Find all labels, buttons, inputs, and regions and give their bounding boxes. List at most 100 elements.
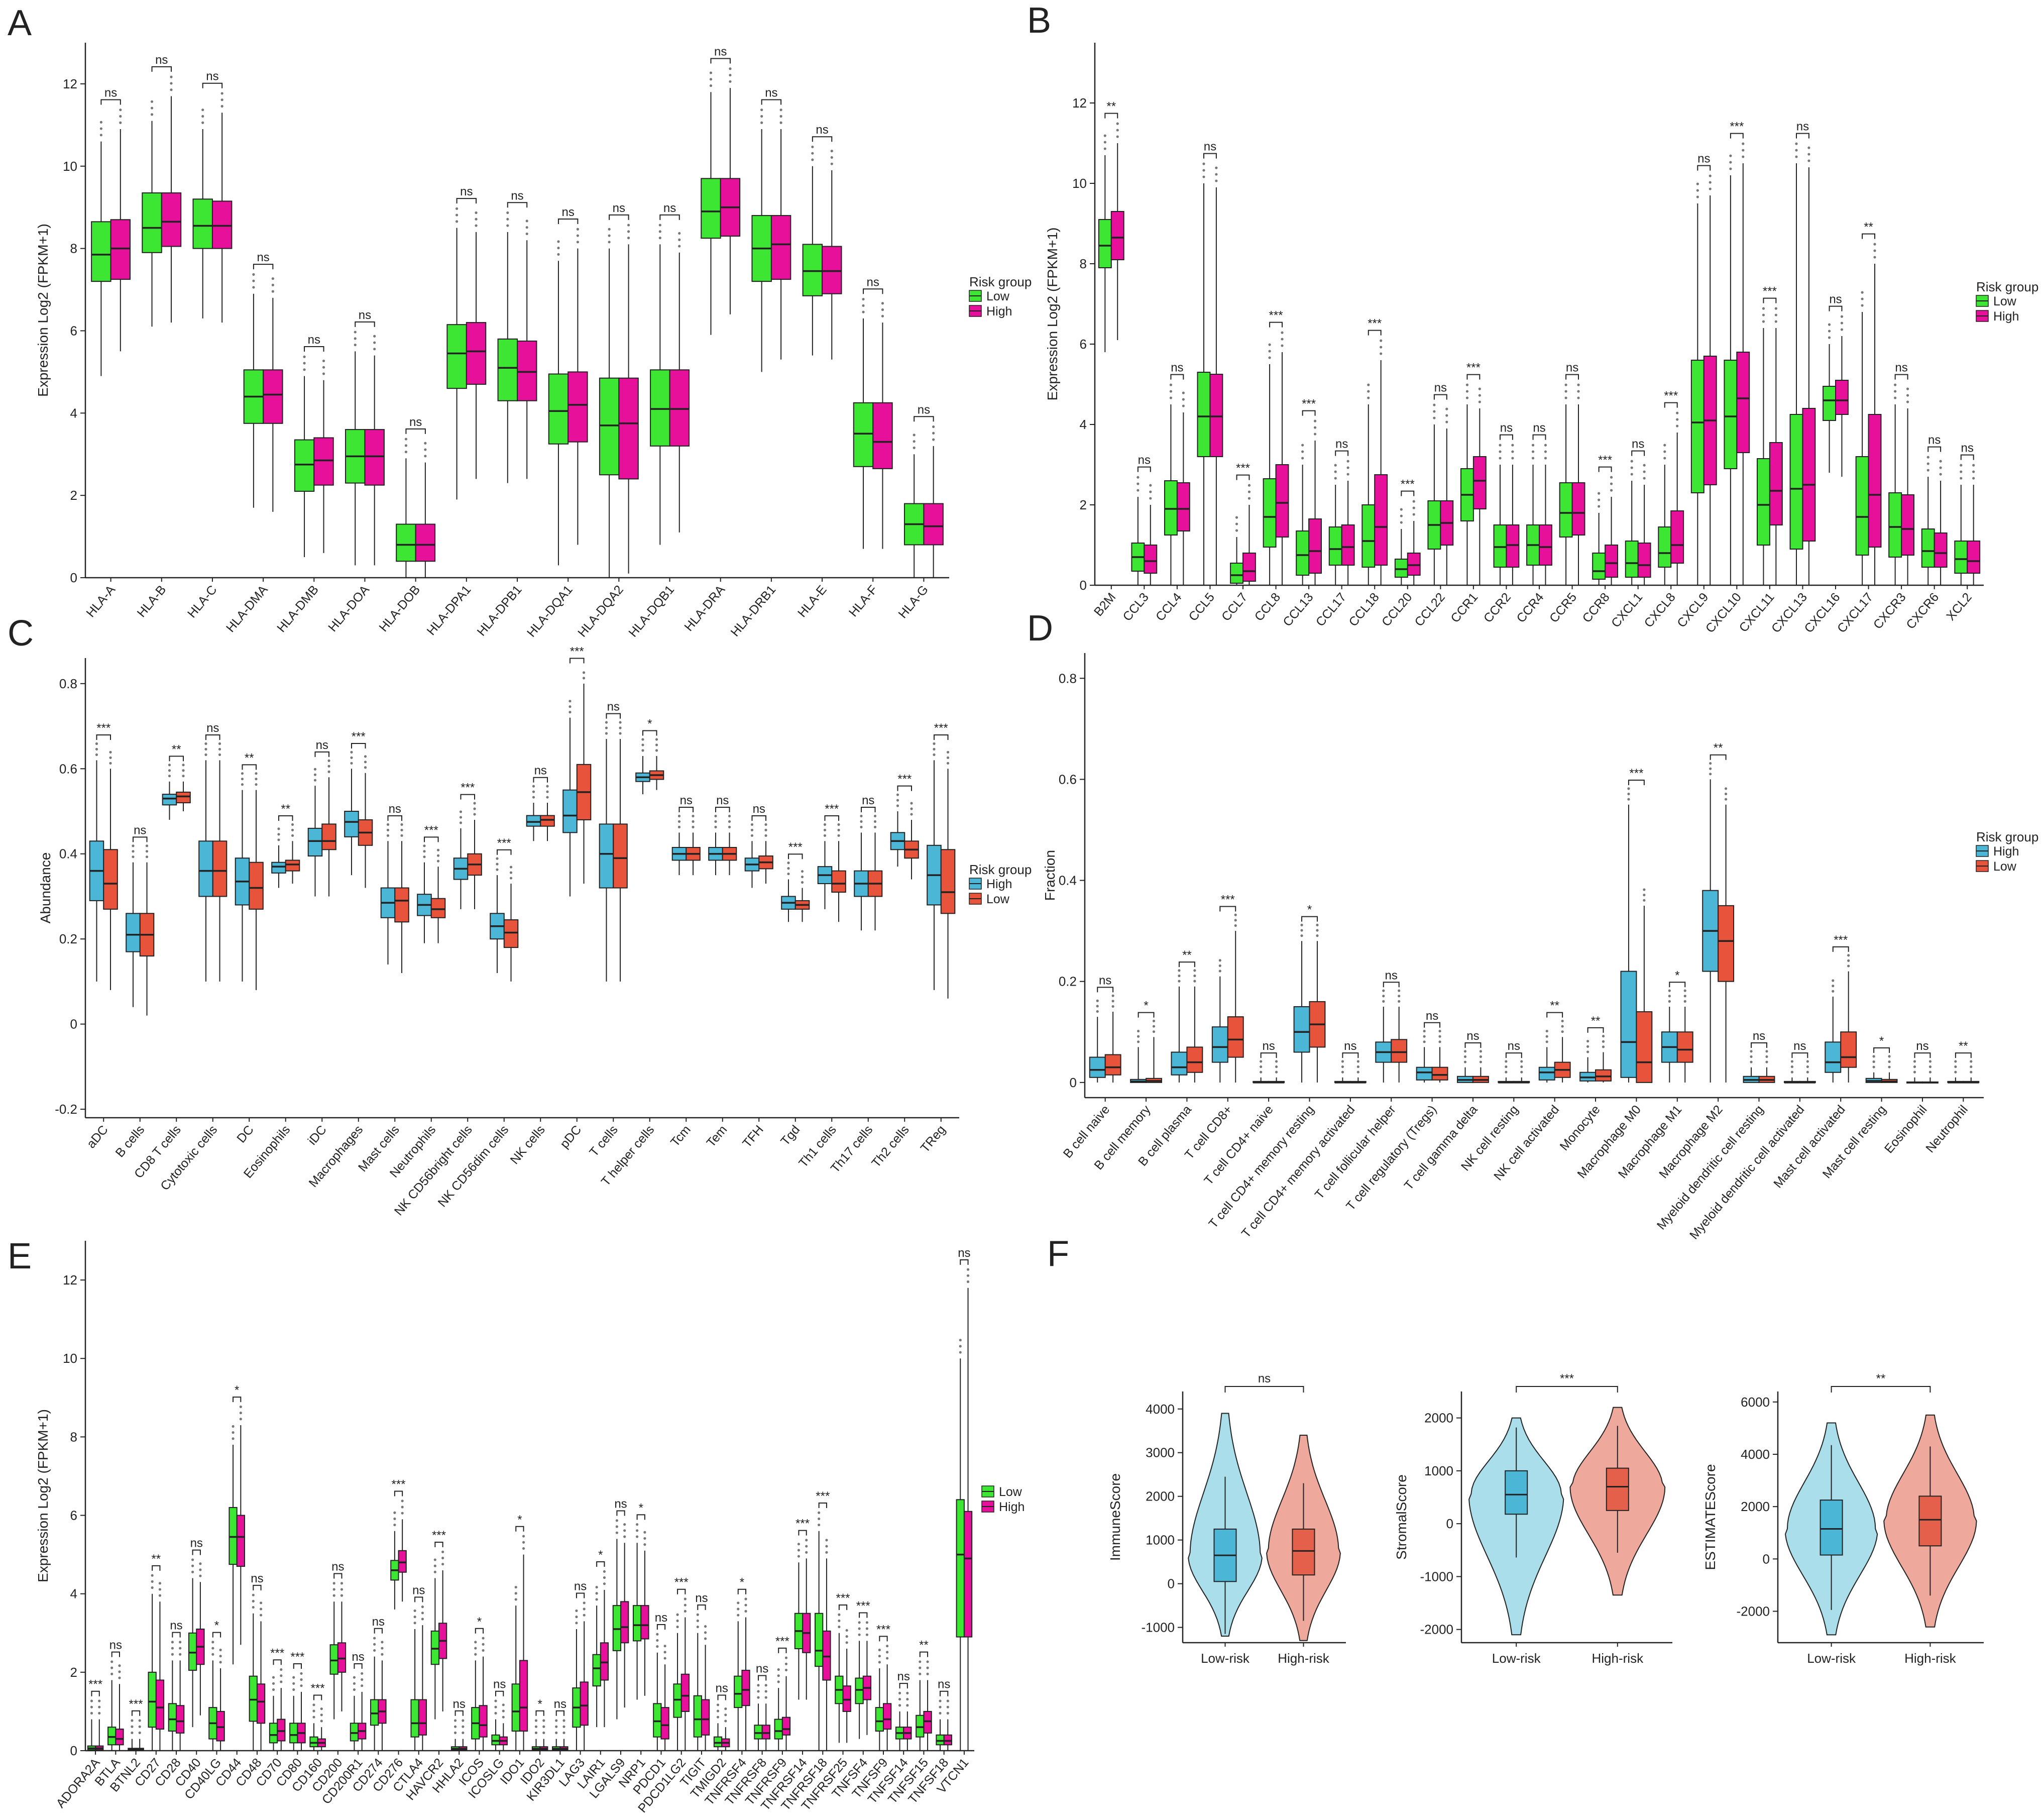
sig-label: ns xyxy=(170,1619,182,1633)
sig-label: *** xyxy=(825,802,839,816)
sig-bracket xyxy=(818,1502,827,1508)
box-low xyxy=(1197,372,1211,457)
outlier-point xyxy=(271,290,274,293)
outlier-point xyxy=(459,821,463,824)
outlier-point xyxy=(1709,187,1712,190)
outlier-point xyxy=(779,109,782,112)
outlier-point xyxy=(1602,1035,1605,1038)
outlier-point xyxy=(729,80,732,83)
outlier-point xyxy=(823,834,827,837)
outlier-point xyxy=(1873,256,1876,259)
outlier-point xyxy=(401,1500,404,1503)
y-tick-label: 4000 xyxy=(1146,1402,1175,1417)
outlier-point xyxy=(910,813,913,816)
outlier-point xyxy=(404,444,408,447)
outlier-point xyxy=(744,1603,747,1607)
x-tick-label: CCR4 xyxy=(1514,590,1546,625)
outlier-point xyxy=(277,833,280,836)
sig-label: ns xyxy=(511,189,523,202)
box-high xyxy=(882,1703,892,1730)
outlier-point xyxy=(946,756,950,759)
y-tick-label: 10 xyxy=(63,1351,77,1366)
box-low xyxy=(632,1605,642,1642)
outlier-point xyxy=(678,238,681,241)
sig-bracket xyxy=(1631,450,1645,456)
outlier-point xyxy=(259,1601,263,1604)
box-low xyxy=(294,439,315,492)
y-tick-label: 0.4 xyxy=(59,846,77,862)
sig-bracket xyxy=(434,1542,443,1548)
sig-bracket xyxy=(678,807,694,813)
outlier-point xyxy=(641,743,644,746)
sig-label: ns xyxy=(1434,381,1447,395)
sig-label: ** xyxy=(1550,999,1559,1013)
sig-bracket xyxy=(656,1624,666,1630)
outlier-point xyxy=(502,1709,505,1712)
outlier-point xyxy=(1479,1060,1483,1063)
outlier-point xyxy=(1275,1065,1278,1068)
outlier-point xyxy=(658,230,661,233)
box-low xyxy=(1394,559,1408,578)
outlier-point xyxy=(421,1618,424,1621)
outlier-point xyxy=(1398,989,1401,992)
outlier-point xyxy=(1300,929,1303,932)
outlier-point xyxy=(280,1680,283,1683)
outlier-point xyxy=(623,1535,626,1538)
outlier-point xyxy=(1750,1060,1753,1063)
sig-bracket xyxy=(111,1651,120,1657)
outlier-point xyxy=(182,764,185,767)
outlier-point xyxy=(459,810,463,813)
outlier-point xyxy=(881,308,884,311)
outlier-point xyxy=(1169,383,1173,386)
outlier-point xyxy=(441,1563,444,1566)
box-high xyxy=(1242,553,1256,582)
outlier-point xyxy=(423,844,426,847)
sig-bracket xyxy=(1664,402,1678,408)
outlier-point xyxy=(1367,383,1370,386)
box-high xyxy=(562,789,578,833)
y-tick-label: 2000 xyxy=(1424,1411,1453,1426)
outlier-point xyxy=(474,1641,477,1644)
y-tick-label: -0.2 xyxy=(55,1102,77,1117)
outlier-point xyxy=(1260,1060,1263,1063)
box-high xyxy=(1293,1006,1310,1053)
sig-bracket xyxy=(1097,987,1114,993)
box-low xyxy=(592,1654,601,1687)
outlier-point xyxy=(232,1437,235,1440)
outlier-point xyxy=(118,1664,121,1667)
box-high xyxy=(115,1729,124,1746)
legend-label: High xyxy=(1993,844,2019,859)
sig-bracket xyxy=(1565,374,1579,380)
outlier-point xyxy=(860,814,863,818)
outlier-point xyxy=(845,1629,848,1632)
sig-label: ns xyxy=(389,802,401,816)
box-high xyxy=(1901,494,1915,556)
outlier-point xyxy=(150,113,154,116)
outlier-point xyxy=(170,75,173,78)
sig-label: ns xyxy=(554,1697,566,1711)
sig-bracket xyxy=(253,264,274,270)
box-low xyxy=(693,1695,702,1738)
box-low xyxy=(1690,360,1705,493)
outlier-point xyxy=(424,442,427,445)
outlier-point xyxy=(1598,505,1601,508)
box-high xyxy=(110,219,131,280)
sig-bracket xyxy=(1137,466,1151,472)
outlier-point xyxy=(583,1608,586,1611)
outlier-point xyxy=(663,1651,666,1654)
outlier-point xyxy=(1545,1029,1548,1033)
outlier-point xyxy=(1742,155,1745,158)
outlier-point xyxy=(1724,792,1728,796)
box-low xyxy=(503,919,519,948)
outlier-point xyxy=(557,240,560,243)
sig-bracket xyxy=(1894,374,1908,380)
outlier-point xyxy=(764,823,767,826)
outlier-point xyxy=(663,1645,666,1648)
outlier-point xyxy=(361,1678,364,1681)
outlier-point xyxy=(1182,404,1185,407)
outlier-point xyxy=(95,742,98,745)
outlier-point xyxy=(292,1676,295,1679)
sig-bracket xyxy=(192,1549,201,1555)
outlier-point xyxy=(354,337,357,340)
outlier-point xyxy=(1218,964,1221,967)
